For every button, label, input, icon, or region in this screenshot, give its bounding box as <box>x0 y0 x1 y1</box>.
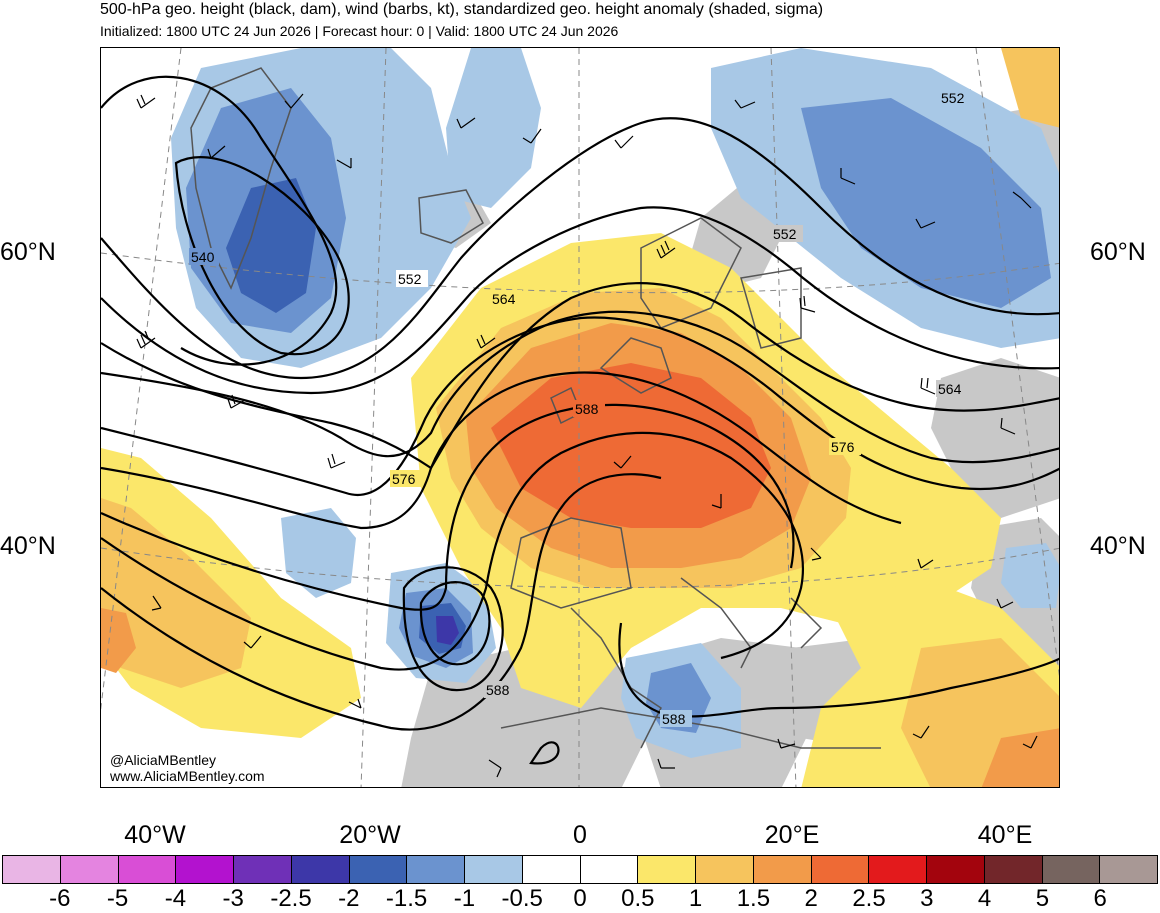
contour-label: 552 <box>398 271 422 287</box>
contour-label: 576 <box>392 471 416 487</box>
lon-label-20e: 20°E <box>764 821 820 849</box>
lat-label-right-40n: 40°N <box>1090 532 1146 560</box>
contour-label: 552 <box>773 226 797 242</box>
colorbar-swatch <box>176 856 234 883</box>
colorbar-swatch <box>927 856 985 883</box>
colorbar-tick-label: -3 <box>222 885 244 912</box>
contour-label: 588 <box>486 682 510 698</box>
colorbar-tick-label: -1.5 <box>385 885 428 912</box>
colorbar-swatch <box>696 856 754 883</box>
contour-label: 564 <box>492 291 516 307</box>
contour-label: 588 <box>575 401 599 417</box>
contour-label: 564 <box>938 381 962 397</box>
colorbar-tick-label: 6 <box>1093 885 1107 912</box>
colorbar-swatch <box>580 856 639 883</box>
lon-label-20w: 20°W <box>339 821 401 849</box>
colorbar-tick-label: 1.5 <box>736 885 771 912</box>
colorbar-swatch <box>1100 856 1157 883</box>
colorbar-swatch <box>638 856 696 883</box>
contour-label: 576 <box>831 439 855 455</box>
colorbar-swatch <box>349 856 408 883</box>
contour-label: 552 <box>941 90 965 106</box>
colorbar-swatch <box>753 856 812 883</box>
colorbar <box>2 855 1158 884</box>
colorbar-swatch <box>234 856 292 883</box>
lon-label-40w: 40°W <box>124 821 186 849</box>
lon-label-40e: 40°E <box>977 821 1033 849</box>
colorbar-tick-label: 0 <box>573 885 587 912</box>
colorbar-swatch <box>984 856 1043 883</box>
colorbar-swatch <box>60 856 119 883</box>
colorbar-tick-label: -2.5 <box>270 885 312 912</box>
lon-label-0: 0 <box>573 821 587 849</box>
colorbar-swatch <box>465 856 523 883</box>
colorbar-tick-label: 3 <box>920 885 934 912</box>
colorbar-swatch <box>1042 856 1101 883</box>
colorbar-swatch <box>118 856 177 883</box>
colorbar-tick-label: 4 <box>977 885 992 912</box>
contour-label: 540 <box>191 249 215 265</box>
colorbar-tick-label: 2.5 <box>852 885 886 912</box>
lat-label-left-60n: 60°N <box>0 238 56 266</box>
colorbar-swatch <box>811 856 870 883</box>
wind-barbs <box>136 93 1038 778</box>
contour-label: 588 <box>662 711 686 727</box>
map-canvas: 540 552 552 552 564 564 576 576 588 588 … <box>101 48 1059 787</box>
colorbar-tick-label: -1 <box>453 885 476 912</box>
credit-handle: @AliciaMBentley <box>110 752 217 768</box>
colorbar-swatch <box>407 856 465 883</box>
colorbar-swatch <box>291 856 350 883</box>
coastlines <box>190 67 881 749</box>
colorbar-tick-label: -2 <box>338 885 360 912</box>
lat-label-right-60n: 60°N <box>1090 238 1146 266</box>
colorbar-tick-label: 2 <box>804 885 818 912</box>
colorbar-swatch <box>3 856 61 883</box>
credit-url: www.AliciaMBentley.com <box>110 768 265 784</box>
colorbar-tick-label: -6 <box>49 885 71 912</box>
colorbar-tick-label: 0.5 <box>621 885 655 912</box>
colorbar-tick-label: 1 <box>688 885 703 912</box>
colorbar-tick-label: 5 <box>1035 885 1050 912</box>
chart-subtitle: Initialized: 1800 UTC 24 Jun 2026 | Fore… <box>100 23 619 39</box>
colorbar-tick-label: -5 <box>106 885 129 912</box>
colorbar-tick-label: -4 <box>164 885 187 912</box>
colorbar-swatch <box>522 856 581 883</box>
colorbar-swatch <box>869 856 927 883</box>
contour-labels: 540 552 552 552 564 564 576 576 588 588 … <box>189 89 971 727</box>
positive-anomaly-shading <box>101 48 1059 787</box>
negative-anomaly-shading <box>171 48 1059 758</box>
lat-label-left-40n: 40°N <box>0 532 56 560</box>
colorbar-tick-label: -0.5 <box>501 885 543 912</box>
map-panel: 540 552 552 552 564 564 576 576 588 588 … <box>100 47 1060 788</box>
chart-title: 500-hPa geo. height (black, dam), wind (… <box>100 1 824 18</box>
